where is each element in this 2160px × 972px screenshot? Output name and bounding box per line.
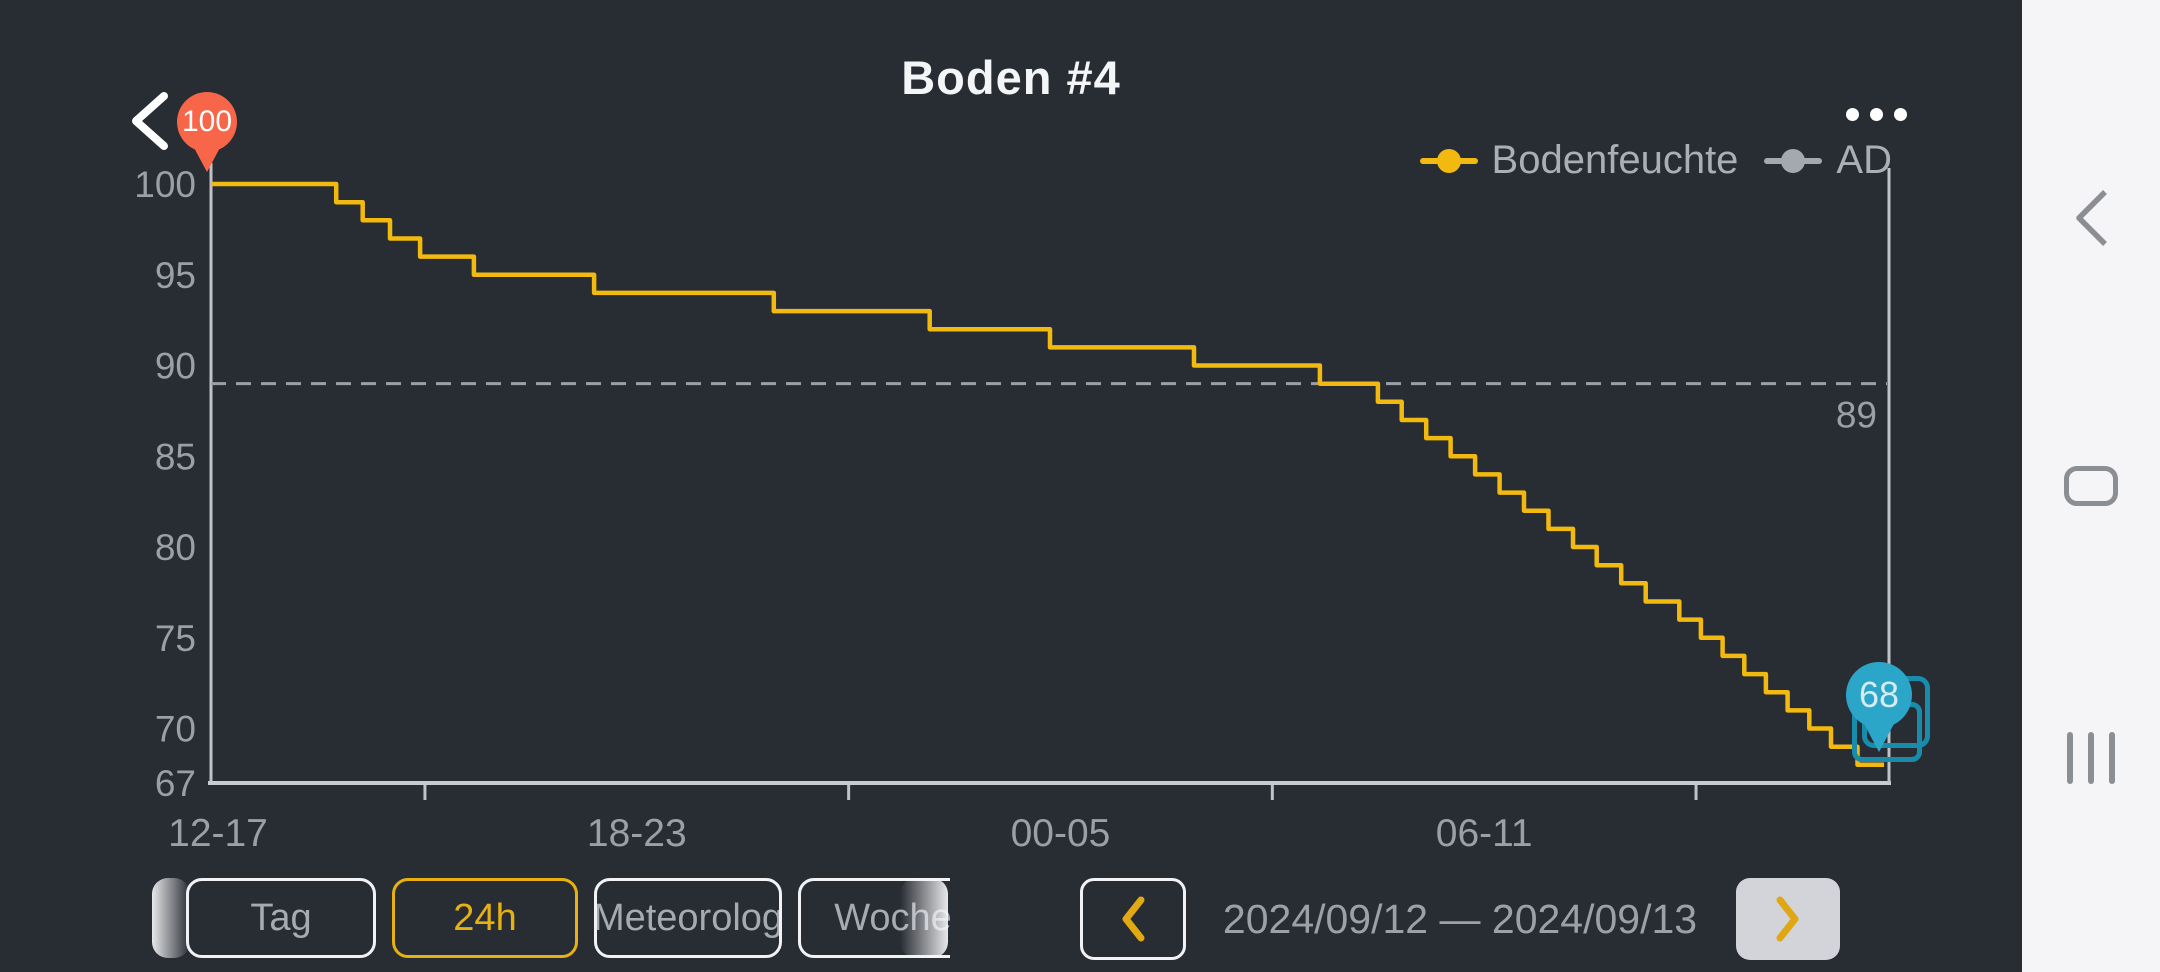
range-button-24h[interactable]: 24h bbox=[392, 878, 578, 958]
end-value-label: 68 bbox=[1846, 662, 1912, 728]
x-tick-label: 18-23 bbox=[587, 812, 687, 855]
back-chevron-icon bbox=[2076, 190, 2107, 246]
y-tick-label: 100 bbox=[134, 164, 196, 205]
android-recents-button[interactable] bbox=[2067, 732, 2115, 784]
recents-bar-icon bbox=[2109, 732, 2115, 784]
android-home-button[interactable] bbox=[2064, 466, 2118, 506]
date-range-label: 2024/09/12 — 2024/09/13 bbox=[1222, 896, 1698, 942]
y-tick-label: 70 bbox=[155, 709, 196, 750]
start-value-pin: 100 bbox=[177, 92, 237, 172]
legend-label: AD bbox=[1836, 138, 1892, 182]
legend-marker-icon bbox=[1419, 148, 1478, 173]
range-button-row: Tag 24h Meteorolog Woche bbox=[150, 874, 950, 962]
y-tick-label: 90 bbox=[155, 346, 196, 387]
next-period-button[interactable] bbox=[1736, 878, 1840, 960]
android-nav-bar bbox=[2022, 0, 2160, 972]
y-tick-label: 75 bbox=[155, 618, 196, 659]
legend-marker-icon bbox=[1764, 148, 1823, 173]
y-tick-label: 85 bbox=[155, 436, 196, 477]
x-tick-label: 00-05 bbox=[1011, 812, 1111, 855]
recents-bar-icon bbox=[2067, 732, 2073, 784]
legend-item-bodenfeuchte[interactable]: Bodenfeuchte bbox=[1419, 138, 1739, 183]
chevron-right-icon bbox=[1776, 896, 1799, 942]
ellipsis-icon bbox=[1870, 108, 1883, 121]
start-value-label: 100 bbox=[177, 92, 237, 152]
y-tick-label: 95 bbox=[155, 255, 196, 296]
chart-legend: Bodenfeuchte AD bbox=[1419, 138, 1892, 183]
chart-plot[interactable]: 89 100 95 90 85 80 75 70 67 12-17 18-23 00-05 06-11 bbox=[0, 0, 2022, 872]
chevron-left-icon bbox=[1122, 896, 1145, 942]
series-line-bodenfeuchte bbox=[211, 181, 1885, 768]
range-button-woche[interactable]: Woche bbox=[798, 878, 950, 958]
pin-tail bbox=[1862, 720, 1896, 752]
chevron-left-icon bbox=[132, 92, 168, 150]
legend-label: Bodenfeuchte bbox=[1491, 138, 1739, 182]
x-tick-label: 12-17 bbox=[168, 812, 268, 855]
previous-period-button[interactable] bbox=[1080, 878, 1186, 960]
page-title: Boden #4 bbox=[901, 51, 1121, 104]
legend-item-ad[interactable]: AD bbox=[1764, 138, 1892, 183]
end-value-pin: 68 bbox=[1846, 662, 1912, 752]
range-button-tag[interactable]: Tag bbox=[186, 878, 376, 958]
ellipsis-icon bbox=[1894, 108, 1907, 121]
pin-tail bbox=[192, 144, 222, 172]
y-tick-label: 80 bbox=[155, 527, 196, 568]
android-back-button[interactable] bbox=[2071, 186, 2111, 255]
recents-bar-icon bbox=[2088, 732, 2094, 784]
back-button[interactable] bbox=[120, 84, 180, 164]
y-tick-label: 67 bbox=[155, 763, 196, 804]
range-button-meteorolog[interactable]: Meteorolog bbox=[594, 878, 782, 958]
ellipsis-icon bbox=[1846, 108, 1859, 121]
x-tick-label: 06-11 bbox=[1436, 812, 1533, 855]
menu-button[interactable] bbox=[1840, 102, 1913, 127]
threshold-label: 89 bbox=[1836, 395, 1877, 436]
